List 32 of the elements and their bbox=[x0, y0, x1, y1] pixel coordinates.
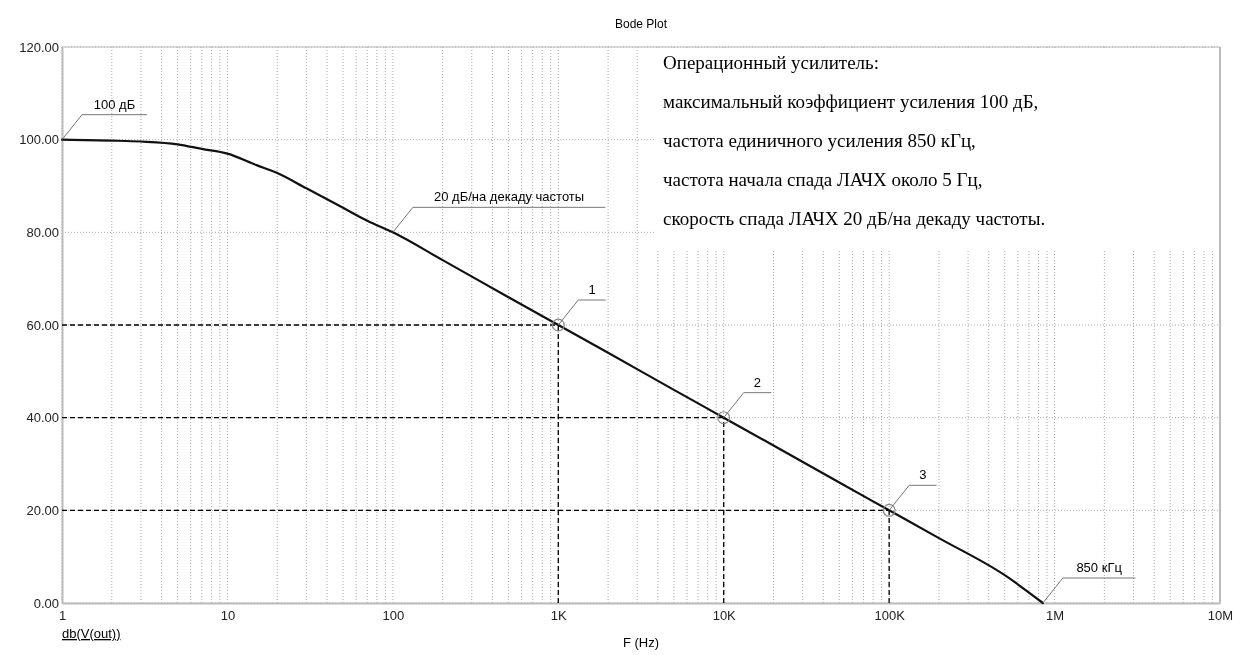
annotation: 20 дБ/на декаду частоты bbox=[434, 189, 585, 205]
annotation: 100 дБ bbox=[93, 96, 136, 112]
x-tick-label: 10 bbox=[220, 608, 236, 624]
y-tick-label: 80.00 bbox=[26, 224, 59, 240]
point bbox=[717, 411, 731, 425]
x-tick-label: 1 bbox=[58, 608, 67, 624]
chart-title: Bode Plot bbox=[614, 17, 668, 31]
annotation: 2 bbox=[753, 374, 762, 390]
x-tick-label: 100K bbox=[874, 608, 906, 624]
x-tick-label: 1M bbox=[1046, 608, 1065, 624]
text: db(V(out)) bbox=[62, 626, 121, 641]
x-tick-label: 10K bbox=[712, 608, 737, 624]
annotation: 3 bbox=[919, 467, 927, 483]
y-tick-label: 100.00 bbox=[19, 132, 59, 148]
annotation: 1 bbox=[588, 282, 596, 297]
y-tick-label: 40.00 bbox=[26, 410, 59, 426]
point bbox=[882, 503, 896, 517]
y-tick-label: 20.00 bbox=[26, 502, 59, 518]
x-tick-label: 1K bbox=[550, 608, 568, 624]
point bbox=[551, 318, 565, 332]
y-tick-label: 120.00 bbox=[19, 39, 59, 55]
y-tick-label: 0.00 bbox=[33, 595, 59, 611]
annotation: максимальный коэффициент усиления 100 дБ, bbox=[663, 91, 1039, 112]
annotation: частота единичного усиления 850 кГц, bbox=[663, 130, 976, 151]
annotation: частота начала спада ЛАЧХ около 5 Гц, bbox=[663, 169, 983, 190]
x-tick-label: 100 bbox=[382, 608, 405, 624]
x-axis-title: F (Hz) bbox=[622, 635, 660, 650]
y-tick-label: 60.00 bbox=[26, 317, 59, 333]
annotation: Операционный усилитель: bbox=[663, 52, 880, 73]
x-tick-label: 10M bbox=[1207, 608, 1234, 624]
annotation: скорость спада ЛАЧХ 20 дБ/на декаду частоты. bbox=[663, 208, 1046, 229]
annotation: 850 кГц bbox=[1076, 560, 1123, 575]
